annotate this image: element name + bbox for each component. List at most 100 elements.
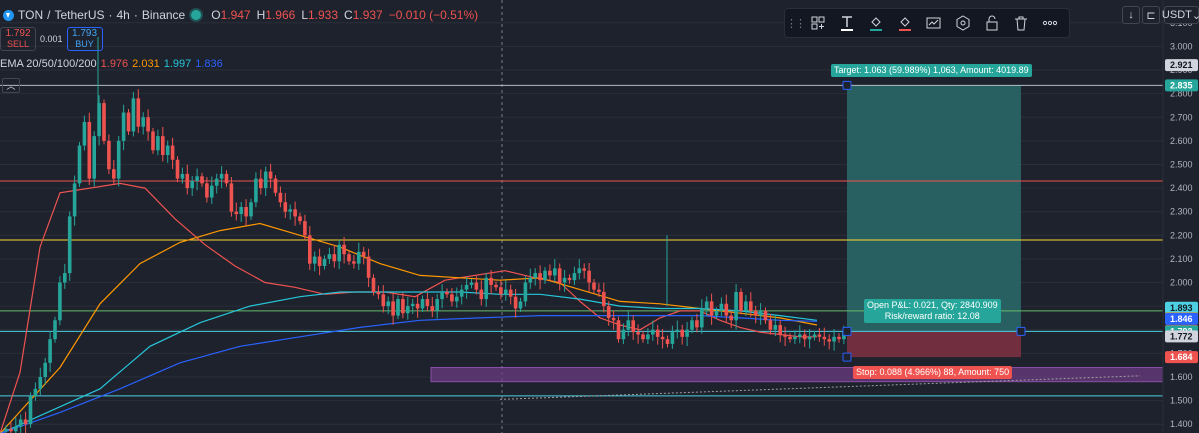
price-tick-label: 2.700 bbox=[1170, 112, 1193, 122]
drag-handle-icon[interactable]: ⋮⋮ bbox=[786, 17, 806, 30]
candle-body bbox=[793, 336, 797, 340]
candle-body bbox=[273, 178, 278, 193]
candle-body bbox=[170, 145, 175, 160]
candle-body bbox=[709, 301, 714, 316]
price-label-background bbox=[1165, 330, 1198, 343]
chart-settings-icon[interactable] bbox=[924, 13, 944, 33]
candle-body bbox=[430, 306, 435, 311]
ema200-value: 1.836 bbox=[195, 58, 223, 70]
candle-body bbox=[357, 251, 361, 264]
lock-icon[interactable] bbox=[982, 13, 1002, 33]
sell-label: SELL bbox=[6, 39, 30, 49]
candle-body bbox=[224, 173, 229, 184]
drawing-toolbar: ⋮⋮ bbox=[784, 8, 1070, 38]
candle-body bbox=[597, 289, 601, 292]
candle-body bbox=[396, 299, 400, 316]
more-icon[interactable] bbox=[1040, 13, 1060, 33]
candle-body bbox=[499, 287, 503, 295]
candle-body bbox=[425, 299, 430, 307]
buy-button[interactable]: 1.793 BUY bbox=[66, 27, 103, 51]
price-tick-label: 1.500 bbox=[1170, 396, 1193, 406]
candle-body bbox=[592, 282, 596, 290]
candle-body bbox=[548, 270, 552, 276]
candle-body bbox=[435, 299, 439, 311]
layout-icon[interactable] bbox=[808, 13, 828, 33]
ohlc-values: O1.947 H1.966 L1.933 C1.937 −0.010 (−0.5… bbox=[211, 8, 478, 22]
candle-body bbox=[205, 183, 209, 198]
candle-body bbox=[626, 320, 631, 330]
candle-body bbox=[807, 336, 812, 340]
candle-body bbox=[161, 136, 165, 156]
currency-selector[interactable]: USDT ⌄ bbox=[1162, 6, 1199, 24]
candle-body bbox=[827, 339, 831, 342]
candle-body bbox=[268, 171, 273, 179]
candle-body bbox=[298, 216, 302, 222]
candle-body bbox=[484, 277, 488, 300]
candle-body bbox=[151, 131, 155, 151]
price-label: 1.684 bbox=[1170, 352, 1193, 362]
trash-icon[interactable] bbox=[1011, 13, 1031, 33]
candle-body bbox=[401, 299, 405, 314]
candle-body bbox=[18, 419, 23, 427]
buy-price: 1.793 bbox=[72, 28, 98, 39]
ema-legend[interactable]: EMA 20/50/100/200 1.976 2.031 1.997 1.83… bbox=[0, 58, 223, 70]
candle-body bbox=[719, 303, 724, 311]
bracket-icon[interactable]: ⊏ bbox=[1142, 6, 1160, 24]
chevron-up-icon[interactable]: ︿ bbox=[2, 78, 20, 93]
candle-body bbox=[518, 301, 523, 309]
position-handle bbox=[842, 326, 852, 336]
ton-logo-icon bbox=[3, 9, 14, 21]
candle-body bbox=[641, 334, 645, 340]
candle-body bbox=[739, 291, 743, 311]
candle-body bbox=[214, 178, 219, 186]
candle-body bbox=[190, 181, 194, 189]
candle-body bbox=[450, 294, 454, 302]
arrow-down-icon[interactable]: ↓ bbox=[1122, 6, 1140, 24]
sell-button[interactable]: 1.792 SELL bbox=[0, 27, 36, 51]
candle-body bbox=[92, 136, 96, 179]
candle-body bbox=[146, 117, 150, 132]
candle-body bbox=[180, 173, 185, 179]
candle-body bbox=[655, 329, 660, 337]
candle-body bbox=[582, 268, 586, 271]
candle-body bbox=[567, 277, 572, 281]
candle-body bbox=[234, 211, 239, 215]
candle-body bbox=[538, 273, 542, 281]
border-color-icon[interactable] bbox=[895, 13, 915, 33]
candle-body bbox=[263, 171, 268, 189]
interval: 4h bbox=[116, 8, 130, 22]
candle-body bbox=[303, 221, 307, 236]
trend-line bbox=[499, 375, 1141, 400]
trade-panel: 1.792 SELL 0.001 1.793 BUY bbox=[0, 27, 103, 51]
candle-body bbox=[455, 296, 459, 302]
candle-body bbox=[342, 244, 346, 255]
candle-body bbox=[141, 117, 145, 127]
text-icon[interactable] bbox=[837, 13, 857, 33]
candle-body bbox=[107, 140, 111, 170]
candle-body bbox=[817, 334, 822, 337]
candle-body bbox=[788, 336, 792, 340]
ema100-value: 1.997 bbox=[163, 58, 192, 70]
candle-body bbox=[112, 169, 116, 179]
candle-body bbox=[651, 329, 655, 335]
candle-body bbox=[249, 202, 253, 217]
fill-icon[interactable] bbox=[866, 13, 886, 33]
candle-body bbox=[347, 254, 351, 262]
candle-body bbox=[67, 216, 72, 274]
candle-body bbox=[611, 317, 616, 321]
candle-body bbox=[768, 320, 773, 330]
candle-body bbox=[131, 98, 136, 132]
candle-body bbox=[219, 173, 224, 179]
candle-body bbox=[210, 185, 214, 198]
candle-body bbox=[469, 282, 474, 285]
price-tick-label: 2.300 bbox=[1170, 207, 1193, 217]
candle-body bbox=[4, 428, 8, 432]
candle-body bbox=[665, 339, 670, 344]
candle-body bbox=[778, 325, 782, 335]
ema-name: EMA 20/50/100/200 bbox=[0, 58, 97, 70]
candle-body bbox=[317, 256, 322, 266]
price-label-background bbox=[1165, 301, 1198, 314]
spread-value: 0.001 bbox=[40, 34, 63, 44]
symbol-title[interactable]: TON / TetherUS · 4h · Binance bbox=[3, 8, 185, 22]
hexagon-icon[interactable] bbox=[953, 13, 973, 33]
